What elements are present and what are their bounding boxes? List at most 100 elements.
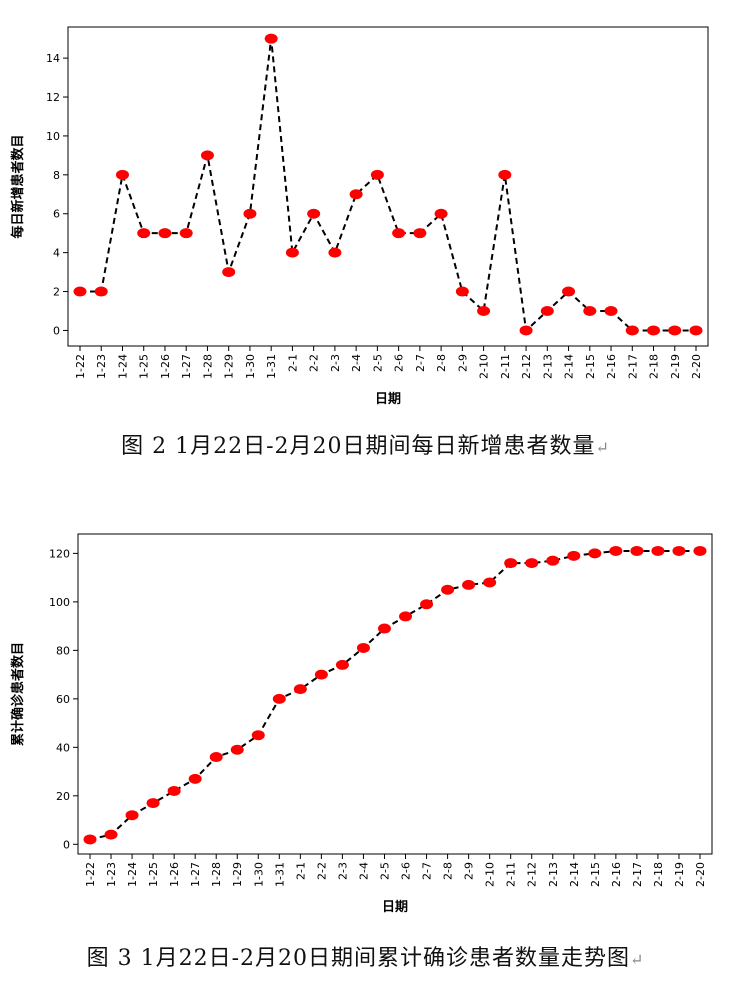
return-mark-icon: ↵ (630, 950, 645, 969)
data-point (483, 577, 497, 588)
x-tick-label: 2-7 (421, 862, 434, 880)
x-tick-label: 2-2 (315, 862, 328, 880)
x-tick-label: 2-6 (393, 354, 406, 372)
data-point (441, 584, 455, 595)
x-tick-label: 2-1 (286, 354, 299, 372)
y-tick-label: 0 (63, 838, 70, 851)
data-point (609, 545, 623, 556)
x-tick-label: 2-9 (463, 862, 476, 880)
figure-2-caption-text: 图 2 1月22日-2月20日期间每日新增患者数量 (121, 434, 596, 459)
y-tick-label: 10 (46, 130, 60, 143)
x-tick-label: 2-15 (589, 862, 602, 887)
x-tick-label: 1-23 (105, 862, 118, 887)
x-tick-label: 2-11 (499, 354, 512, 379)
x-tick-label: 1-26 (159, 354, 172, 379)
x-tick-label: 2-18 (652, 862, 665, 887)
x-tick-label: 2-17 (631, 862, 644, 887)
x-tick-label: 2-18 (648, 354, 661, 379)
data-point (356, 642, 370, 653)
x-tick-label: 1-27 (180, 354, 193, 379)
cumulative-chart-svg: 0 20 40 60 80 100 120 1-22 1-23 1-24 1-25 1-26 1-27 1… (10, 533, 713, 915)
x-tick-label: 1-25 (147, 862, 160, 887)
cumulative-chart: 0 20 40 60 80 100 120 1-22 1-23 1-24 1-25 1-26 1-27 1… (0, 500, 731, 930)
y-tick-label: 8 (53, 169, 60, 182)
plot-frame (67, 26, 709, 347)
data-point (370, 169, 384, 180)
data-point (104, 829, 118, 840)
data-point (540, 305, 554, 316)
data-point (668, 325, 682, 336)
data-point (209, 752, 223, 763)
x-tick-label: 1-30 (244, 354, 257, 379)
y-tick-label: 40 (56, 741, 70, 754)
data-point (73, 286, 87, 297)
x-tick-label: 2-8 (435, 354, 448, 372)
return-mark-icon: ↵ (595, 438, 610, 457)
data-point (314, 669, 328, 680)
y-tick-label: 20 (56, 790, 70, 803)
figure-3-caption: 图 3 1月22日-2月20日期间累计确诊患者数量走势图↵ (0, 940, 731, 972)
data-point (693, 545, 707, 556)
x-tick-label: 2-1 (294, 862, 307, 880)
data-point (307, 208, 321, 219)
data-point (230, 744, 244, 755)
x-tick-label: 2-4 (357, 862, 370, 880)
y-axis-title: 每日新增患者数目 (10, 134, 26, 238)
y-tick-label: 100 (49, 596, 70, 609)
y-tick-label: 4 (53, 247, 60, 260)
data-point (272, 693, 286, 704)
figure-2-caption: 图 2 1月22日-2月20日期间每日新增患者数量↵ (0, 428, 731, 460)
x-tick-label: 2-5 (371, 354, 384, 372)
data-point (285, 247, 299, 258)
data-point (399, 611, 413, 622)
data-point (420, 599, 434, 610)
x-tick-label: 1-31 (273, 862, 286, 887)
data-point (525, 558, 539, 569)
x-tick-label: 2-10 (478, 354, 491, 379)
x-tick-label: 2-13 (547, 862, 560, 887)
x-tick-label: 2-20 (694, 862, 707, 887)
x-tick-label: 2-19 (669, 354, 682, 379)
x-tick-label: 2-13 (541, 354, 554, 379)
data-point (630, 545, 644, 556)
y-tick-label: 80 (56, 644, 70, 657)
data-point (413, 228, 427, 239)
x-tick-label: 2-19 (673, 862, 686, 887)
data-point (625, 325, 639, 336)
data-point (588, 548, 602, 559)
data-point (651, 545, 665, 556)
data-point (434, 208, 448, 219)
data-point (377, 623, 391, 634)
data-point (519, 325, 533, 336)
data-point (335, 659, 349, 670)
x-tick-label: 2-9 (456, 354, 469, 372)
x-tick-label: 2-7 (414, 354, 427, 372)
data-point (222, 267, 236, 278)
data-point (83, 834, 97, 845)
x-axis-title: 日期 (382, 900, 408, 915)
plot-frame (77, 533, 713, 855)
data-point (125, 810, 139, 821)
x-tick-label: 2-17 (626, 354, 639, 379)
x-tick-label: 2-15 (584, 354, 597, 379)
data-point (293, 684, 307, 695)
x-tick-label: 2-12 (526, 862, 539, 887)
y-tick-label: 2 (53, 286, 60, 299)
data-point (604, 305, 618, 316)
y-tick-label: 120 (49, 547, 70, 560)
y-axis-title: 累计确诊患者数目 (10, 642, 26, 746)
x-tick-label: 1-26 (168, 862, 181, 887)
x-tick-label: 1-28 (210, 862, 223, 887)
x-tick-label: 1-22 (84, 862, 97, 887)
x-tick-label: 1-22 (74, 354, 87, 379)
data-point (562, 286, 576, 297)
y-tick-label: 14 (46, 52, 60, 65)
data-point (455, 286, 469, 297)
daily-new-chart-svg: 0 2 4 6 8 10 12 14 1-22 1-23 1-24 1-25 1-26 1-27 1-28 1… (10, 26, 709, 407)
y-tick-label: 0 (53, 324, 60, 337)
x-tick-label: 1-31 (265, 354, 278, 379)
x-tick-label: 2-14 (568, 862, 581, 887)
x-tick-label: 2-6 (400, 862, 413, 880)
x-tick-label: 1-28 (201, 354, 214, 379)
data-point (504, 558, 518, 569)
